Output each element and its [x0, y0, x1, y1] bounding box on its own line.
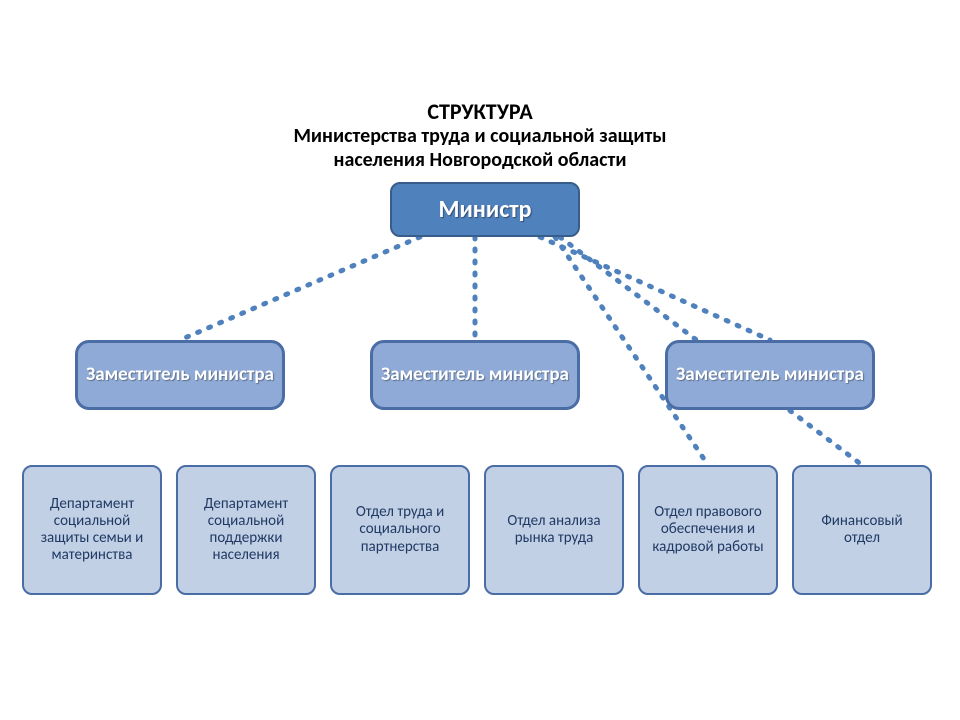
node-deputy-3-label: Заместитель министра — [668, 360, 872, 390]
node-dept-2-label: Департамент социальной поддержки населен… — [178, 492, 314, 569]
node-dept-3: Отдел труда и социального партнерства — [330, 465, 470, 595]
node-dept-3-label: Отдел труда и социального партнерства — [332, 500, 468, 560]
node-deputy-2: Заместитель министра — [370, 340, 580, 410]
org-chart-canvas: СТРУКТУРА Министерства труда и социально… — [0, 0, 960, 720]
node-dept-4: Отдел анализа рынка труда — [484, 465, 624, 595]
node-minister-label: Министр — [430, 192, 539, 228]
node-dept-6-label: Финансовый отдел — [794, 509, 930, 552]
node-dept-1: Департамент социальной защиты семьи и ма… — [22, 465, 162, 595]
node-deputy-1: Заместитель министра — [75, 340, 285, 410]
node-minister: Министр — [390, 182, 580, 237]
title-line-2: Министерства труда и социальной защиты — [0, 124, 960, 148]
node-dept-4-label: Отдел анализа рынка труда — [486, 509, 622, 552]
node-deputy-2-label: Заместитель министра — [373, 360, 577, 390]
node-deputy-1-label: Заместитель министра — [78, 360, 282, 390]
node-dept-1-label: Департамент социальной защиты семьи и ма… — [24, 492, 160, 569]
node-deputy-3: Заместитель министра — [665, 340, 875, 410]
node-dept-5: Отдел правового обеспечения и кадровой р… — [638, 465, 778, 595]
node-dept-6: Финансовый отдел — [792, 465, 932, 595]
title-line-3: населения Новгородской области — [0, 148, 960, 172]
node-dept-2: Департамент социальной поддержки населен… — [176, 465, 316, 595]
title-line-1: СТРУКТУРА — [0, 98, 960, 125]
node-dept-5-label: Отдел правового обеспечения и кадровой р… — [640, 500, 776, 560]
